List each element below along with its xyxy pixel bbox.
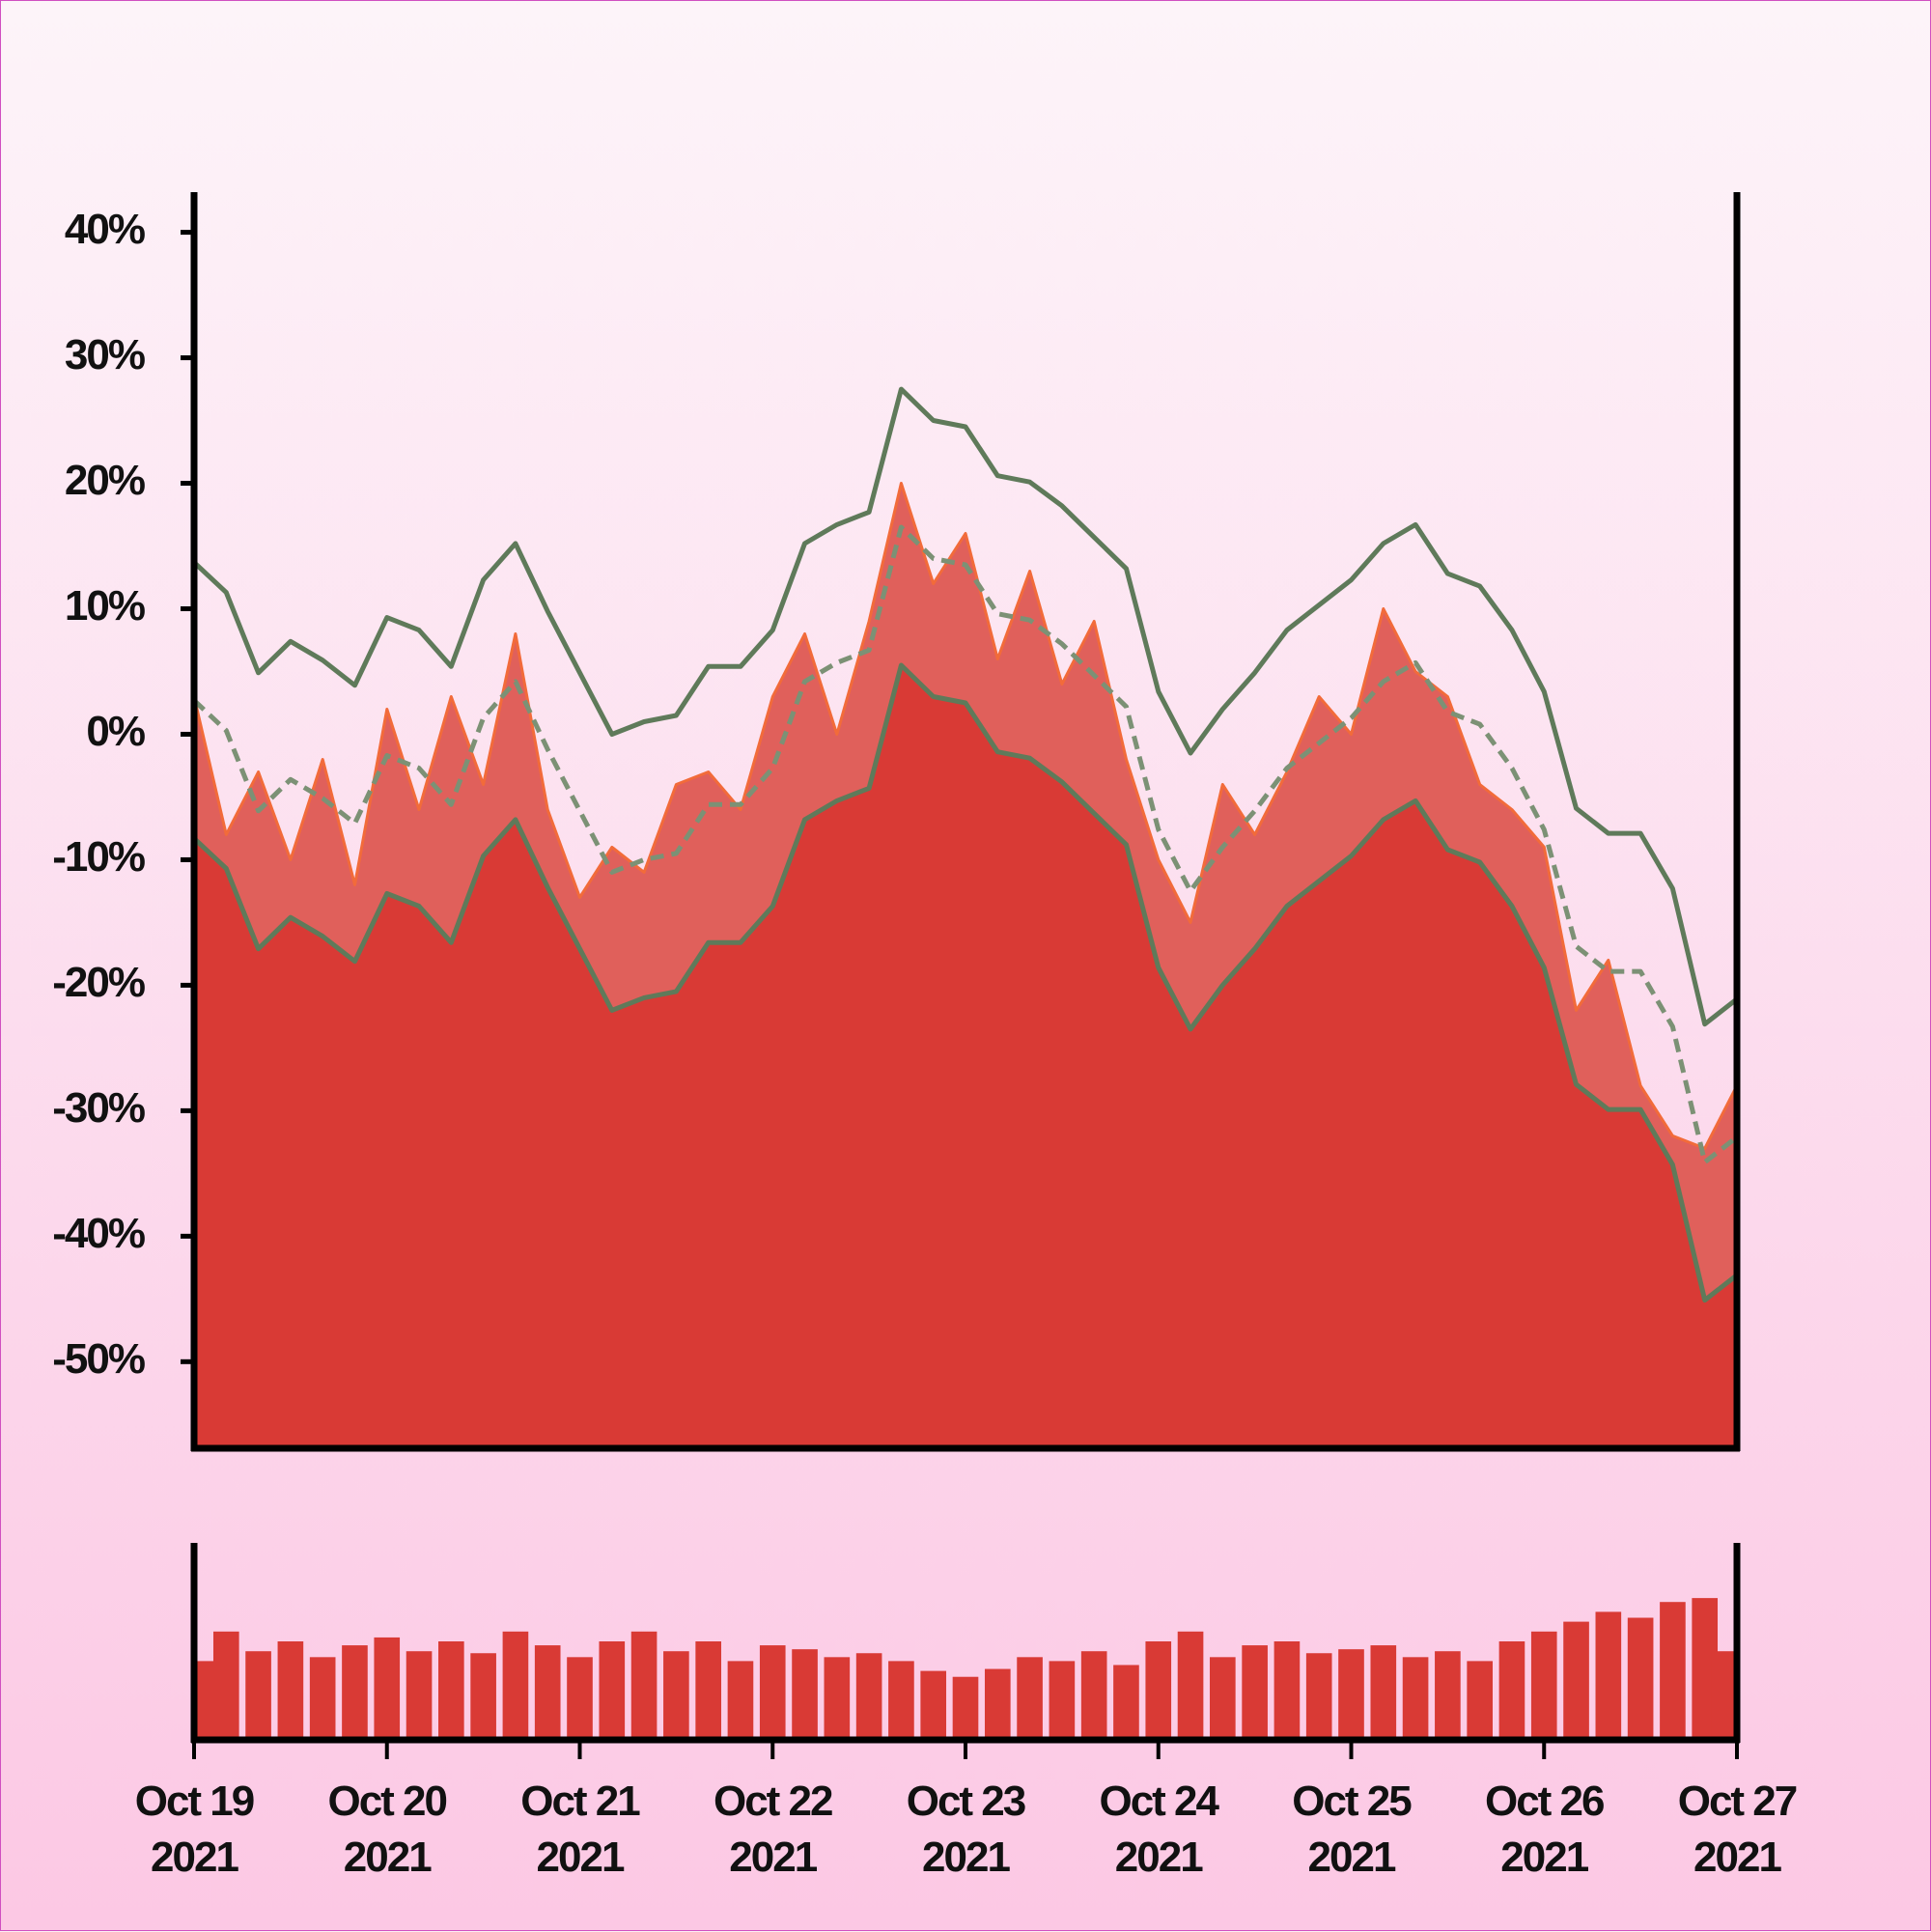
volume-bar: [1017, 1657, 1043, 1740]
volume-bar: [952, 1676, 979, 1740]
volume-bar: [1338, 1649, 1364, 1740]
y-tick-label: 30%: [65, 331, 145, 378]
y-tick-label: 40%: [65, 206, 145, 253]
volume-bar: [1711, 1651, 1737, 1740]
lower-area: [194, 665, 1737, 1448]
volume-bar: [534, 1645, 561, 1740]
volume-bar: [792, 1649, 818, 1740]
y-tick-label: -30%: [52, 1084, 145, 1132]
volume-bar: [470, 1653, 496, 1740]
volume-bar: [1660, 1602, 1686, 1740]
volume-bar: [1177, 1631, 1204, 1740]
volume-bar: [1049, 1661, 1076, 1740]
volume-bar: [438, 1641, 464, 1740]
volume-bar: [599, 1641, 626, 1740]
volume-bar: [406, 1651, 433, 1740]
volume-bar: [1530, 1631, 1557, 1740]
x-tick-label: Oct 21 2021: [520, 1778, 641, 1881]
volume-bar: [1435, 1651, 1461, 1740]
x-tick-label: Oct 26 2021: [1484, 1778, 1606, 1881]
volume-bar: [663, 1651, 689, 1740]
volume-bar: [1467, 1661, 1493, 1740]
y-tick-label: -40%: [52, 1210, 145, 1257]
volume-bar: [759, 1645, 786, 1740]
upper-line: [192, 386, 1739, 1027]
volume-bar: [1145, 1641, 1172, 1740]
volume-bar: [342, 1645, 368, 1740]
volume-bar: [502, 1631, 529, 1740]
volume-bar: [245, 1651, 271, 1740]
volume-bar: [855, 1653, 882, 1740]
y-tick-label: 20%: [65, 457, 145, 504]
x-tick-label: Oct 23 2021: [906, 1778, 1027, 1881]
volume-bar: [212, 1631, 239, 1740]
volume-bar: [1402, 1657, 1429, 1740]
volume-bar: [1498, 1641, 1525, 1740]
volume-bar: [1242, 1645, 1268, 1740]
volume-bar: [727, 1661, 754, 1740]
volume-bar: [1627, 1617, 1654, 1740]
volume-bar: [1305, 1653, 1332, 1740]
y-tick-label: 0%: [86, 708, 144, 755]
y-tick-label: -10%: [52, 833, 145, 881]
volume-bar: [920, 1670, 947, 1740]
volume-bar: [1273, 1641, 1301, 1740]
y-tick-label: -20%: [52, 959, 145, 1006]
x-tick-label: Oct 22 2021: [713, 1778, 834, 1881]
volume-bar: [277, 1641, 304, 1740]
volume-bar: [630, 1631, 658, 1740]
volume-bar: [1113, 1665, 1139, 1740]
volume-bar: [1080, 1651, 1107, 1740]
volume-bar: [309, 1657, 336, 1740]
y-tick-label: 10%: [65, 582, 145, 630]
volume-bar: [1563, 1621, 1589, 1740]
x-tick-label: Oct 27 2021: [1677, 1778, 1799, 1881]
y-tick-label: -50%: [52, 1335, 145, 1383]
price-line: [192, 482, 1739, 1150]
volume-bar: [1370, 1645, 1397, 1740]
volume-bar: [374, 1637, 401, 1740]
volume-bar: [824, 1657, 851, 1740]
volume-bar: [1210, 1657, 1236, 1740]
x-tick-label: Oct 19 2021: [134, 1778, 256, 1881]
x-tick-label: Oct 24 2021: [1099, 1778, 1219, 1881]
volume-bar: [1595, 1611, 1622, 1740]
volume-bar: [695, 1641, 721, 1740]
volume-bar: [567, 1657, 593, 1740]
lower-line: [192, 662, 1739, 1303]
volume-bar: [888, 1661, 914, 1740]
volume-bar: [984, 1668, 1011, 1740]
x-tick-label: Oct 20 2021: [327, 1778, 448, 1881]
x-tick-label: Oct 25 2021: [1292, 1778, 1413, 1881]
middle-line: [192, 524, 1739, 1165]
